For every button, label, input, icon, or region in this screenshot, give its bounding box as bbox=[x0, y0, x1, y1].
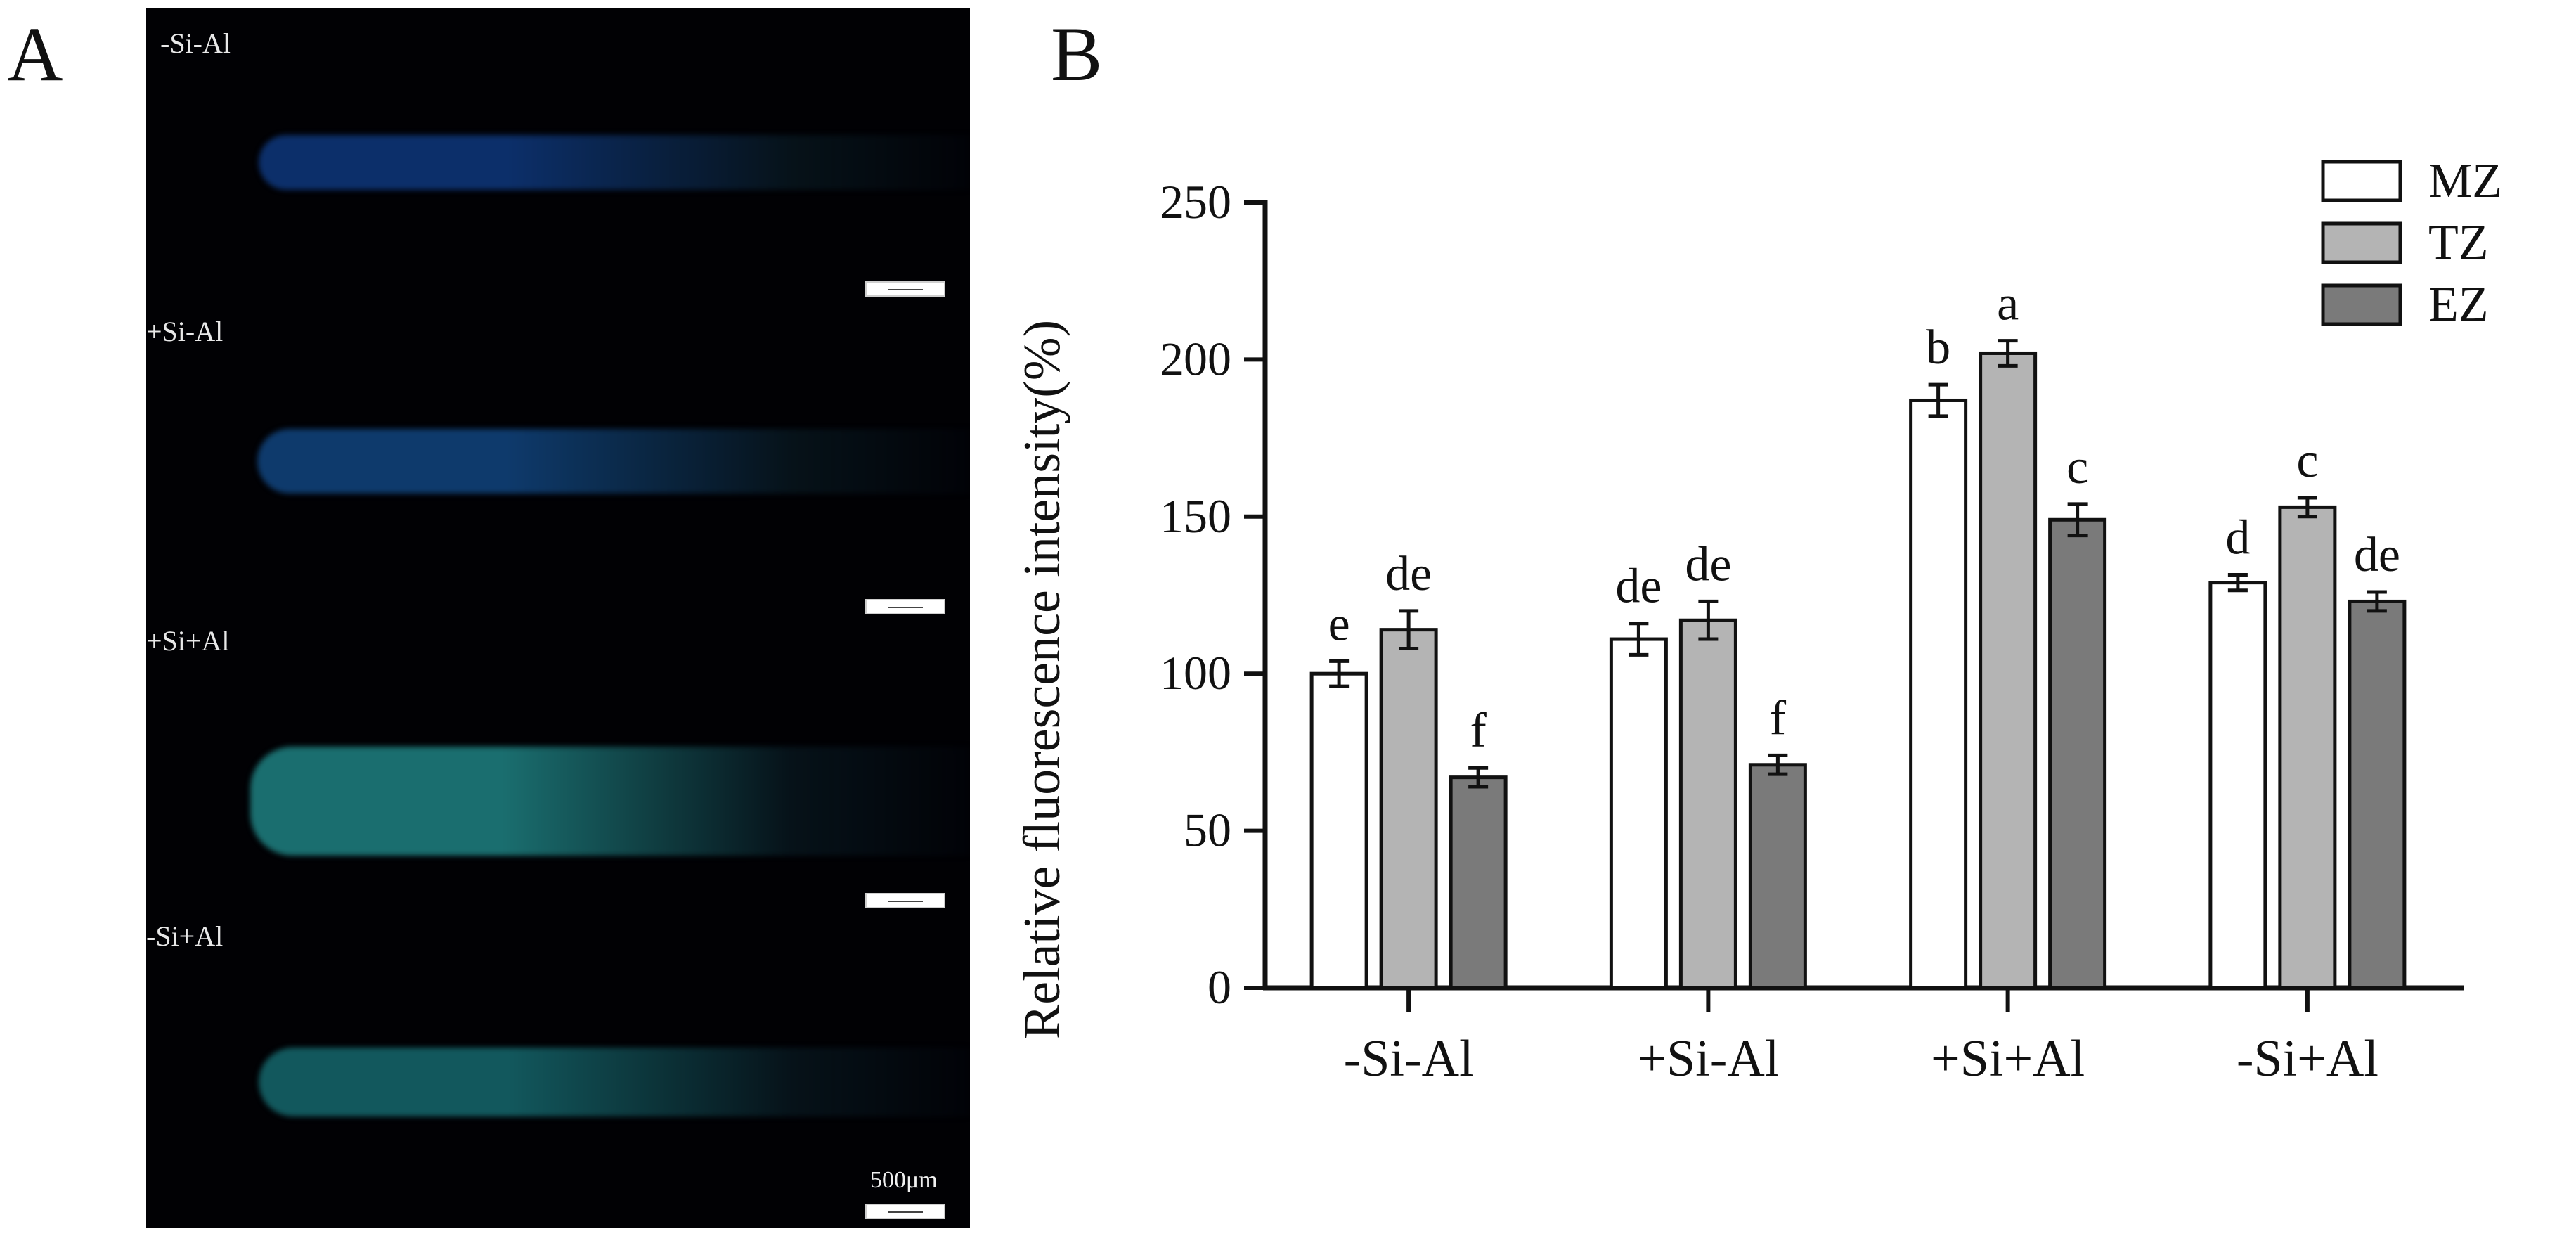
bar-mz bbox=[1909, 398, 1968, 990]
micro-label-plus-si-plus-al: +Si+Al bbox=[146, 625, 230, 657]
significance-letter: d bbox=[2225, 510, 2250, 565]
significance-letter: f bbox=[1770, 691, 1787, 745]
x-tick-label: -Si-Al bbox=[1344, 1030, 1474, 1088]
bar-ez bbox=[1748, 763, 1807, 990]
significance-letter: de bbox=[1385, 547, 1432, 601]
scale-bar bbox=[865, 599, 945, 614]
bar-chart: 0 50 100 150 200 250 Relative fluorescence int… bbox=[1014, 154, 2502, 1088]
significance-letter: de bbox=[1685, 537, 1731, 591]
root-image-minus-si-plus-al bbox=[259, 1048, 970, 1116]
bar-mz bbox=[1609, 637, 1668, 990]
scale-bar-label: 500μm bbox=[870, 1167, 938, 1193]
x-tick-label: +Si+Al bbox=[1931, 1030, 2085, 1088]
y-tick-label: 0 bbox=[1208, 960, 1231, 1014]
significance-letter: a bbox=[1997, 277, 2019, 331]
root-image-minus-si-minus-al bbox=[259, 135, 970, 190]
legend-swatch-tz bbox=[2321, 221, 2402, 264]
bar-mz bbox=[2208, 581, 2267, 990]
bar-ez bbox=[2348, 599, 2407, 990]
x-tick-label: -Si+Al bbox=[2237, 1030, 2378, 1088]
panel-label-a: A bbox=[7, 11, 63, 97]
micro-label-minus-si-plus-al: -Si+Al bbox=[146, 920, 224, 952]
root-image-plus-si-minus-al bbox=[257, 429, 970, 494]
micro-label-plus-si-minus-al: +Si-Al bbox=[146, 316, 224, 347]
y-tick-label: 150 bbox=[1160, 489, 1231, 543]
legend-label-tz: TZ bbox=[2428, 216, 2489, 270]
bar-tz bbox=[1379, 628, 1438, 990]
bar-tz bbox=[1979, 351, 2038, 990]
fluorescence-micrograph: -Si-Al +Si-Al +Si+Al -Si+Al 500μm bbox=[146, 8, 970, 1228]
significance-letter: c bbox=[2066, 440, 2088, 494]
y-tick-label: 250 bbox=[1160, 175, 1231, 228]
y-tick-label: 50 bbox=[1184, 804, 1231, 857]
significance-letter: f bbox=[1470, 704, 1487, 758]
bar-ez bbox=[2048, 517, 2107, 990]
y-tick-label: 100 bbox=[1160, 646, 1231, 700]
bar-ez bbox=[1449, 775, 1508, 990]
significance-letter: de bbox=[2354, 528, 2400, 582]
legend-label-ez: EZ bbox=[2428, 278, 2489, 332]
bar-tz bbox=[1678, 618, 1737, 990]
bar-mz bbox=[1309, 671, 1368, 990]
x-tick-label: +Si-Al bbox=[1637, 1030, 1779, 1088]
root-image-plus-si-plus-al bbox=[250, 747, 970, 856]
bar-tz bbox=[2278, 505, 2337, 990]
significance-letter: de bbox=[1615, 560, 1662, 614]
legend-label-mz: MZ bbox=[2428, 154, 2502, 208]
significance-letter: b bbox=[1926, 321, 1950, 375]
significance-letter: c bbox=[2296, 434, 2318, 488]
legend-swatch-ez bbox=[2321, 283, 2402, 326]
panel-label-b: B bbox=[1051, 11, 1103, 97]
scale-bar bbox=[865, 281, 945, 297]
scale-bar bbox=[865, 1204, 945, 1219]
scale-bar bbox=[865, 893, 945, 908]
micro-label-minus-si-minus-al: -Si-Al bbox=[160, 27, 231, 59]
legend-swatch-mz bbox=[2321, 160, 2402, 202]
significance-letter: e bbox=[1328, 597, 1350, 651]
y-tick-label: 200 bbox=[1160, 332, 1231, 385]
y-axis-label: Relative fluorescence intensity(%) bbox=[1014, 320, 1071, 1039]
